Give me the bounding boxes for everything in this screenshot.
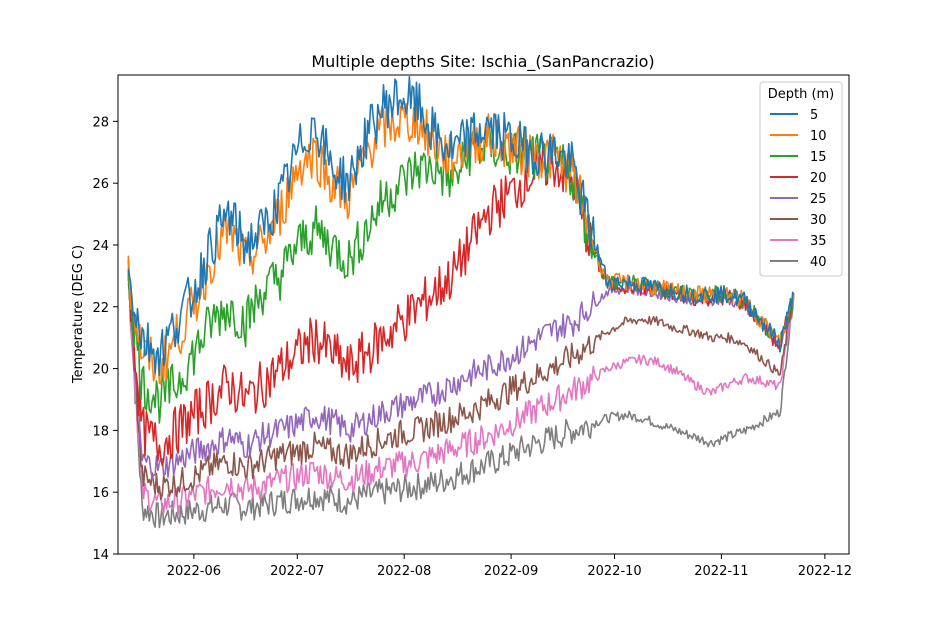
plot-area [117,74,850,555]
legend-title: Depth (m) [768,87,835,102]
plot-frame [117,74,850,555]
legend: Depth (m) 5 10 15 20 25 30 35 40 [759,81,843,277]
y-axis: 14 16 18 20 22 24 26 28 [92,115,118,563]
x-tick-label: 2022-11 [694,564,748,579]
series-line-5 [127,75,795,377]
x-tick-label: 2022-09 [484,564,538,579]
y-tick-label: 14 [92,548,109,563]
series-line-35 [127,283,795,516]
x-axis: 2022-06 2022-07 2022-08 2022-09 2022-10 2022-… [167,554,852,579]
legend-label-35: 35 [810,234,827,249]
x-tick-label: 2022-08 [377,564,431,579]
legend-label-15: 15 [810,150,827,165]
x-tick-label: 2022-06 [167,564,221,579]
legend-label-30: 30 [810,213,827,228]
series-line-30 [127,272,795,501]
chart-title: Multiple depths Site: Ischia_(SanPancraz… [311,52,654,72]
legend-box [759,81,843,277]
x-tick-label: 2022-07 [270,564,324,579]
y-tick-label: 26 [92,177,109,192]
legend-label-40: 40 [810,255,827,270]
y-tick-label: 28 [92,115,109,130]
x-tick-label: 2022-10 [587,564,641,579]
legend-label-20: 20 [810,171,827,186]
y-axis-label: Temperature (DEG C) [71,245,86,384]
y-tick-label: 18 [92,424,109,439]
y-tick-label: 20 [92,363,109,378]
x-tick-label: 2022-12 [798,564,852,579]
legend-label-5: 5 [810,108,818,123]
y-tick-label: 22 [92,301,109,316]
y-tick-label: 24 [92,239,109,254]
legend-label-10: 10 [810,129,827,144]
legend-label-25: 25 [810,192,827,207]
series-line-40 [127,276,795,529]
y-tick-label: 16 [92,486,109,501]
